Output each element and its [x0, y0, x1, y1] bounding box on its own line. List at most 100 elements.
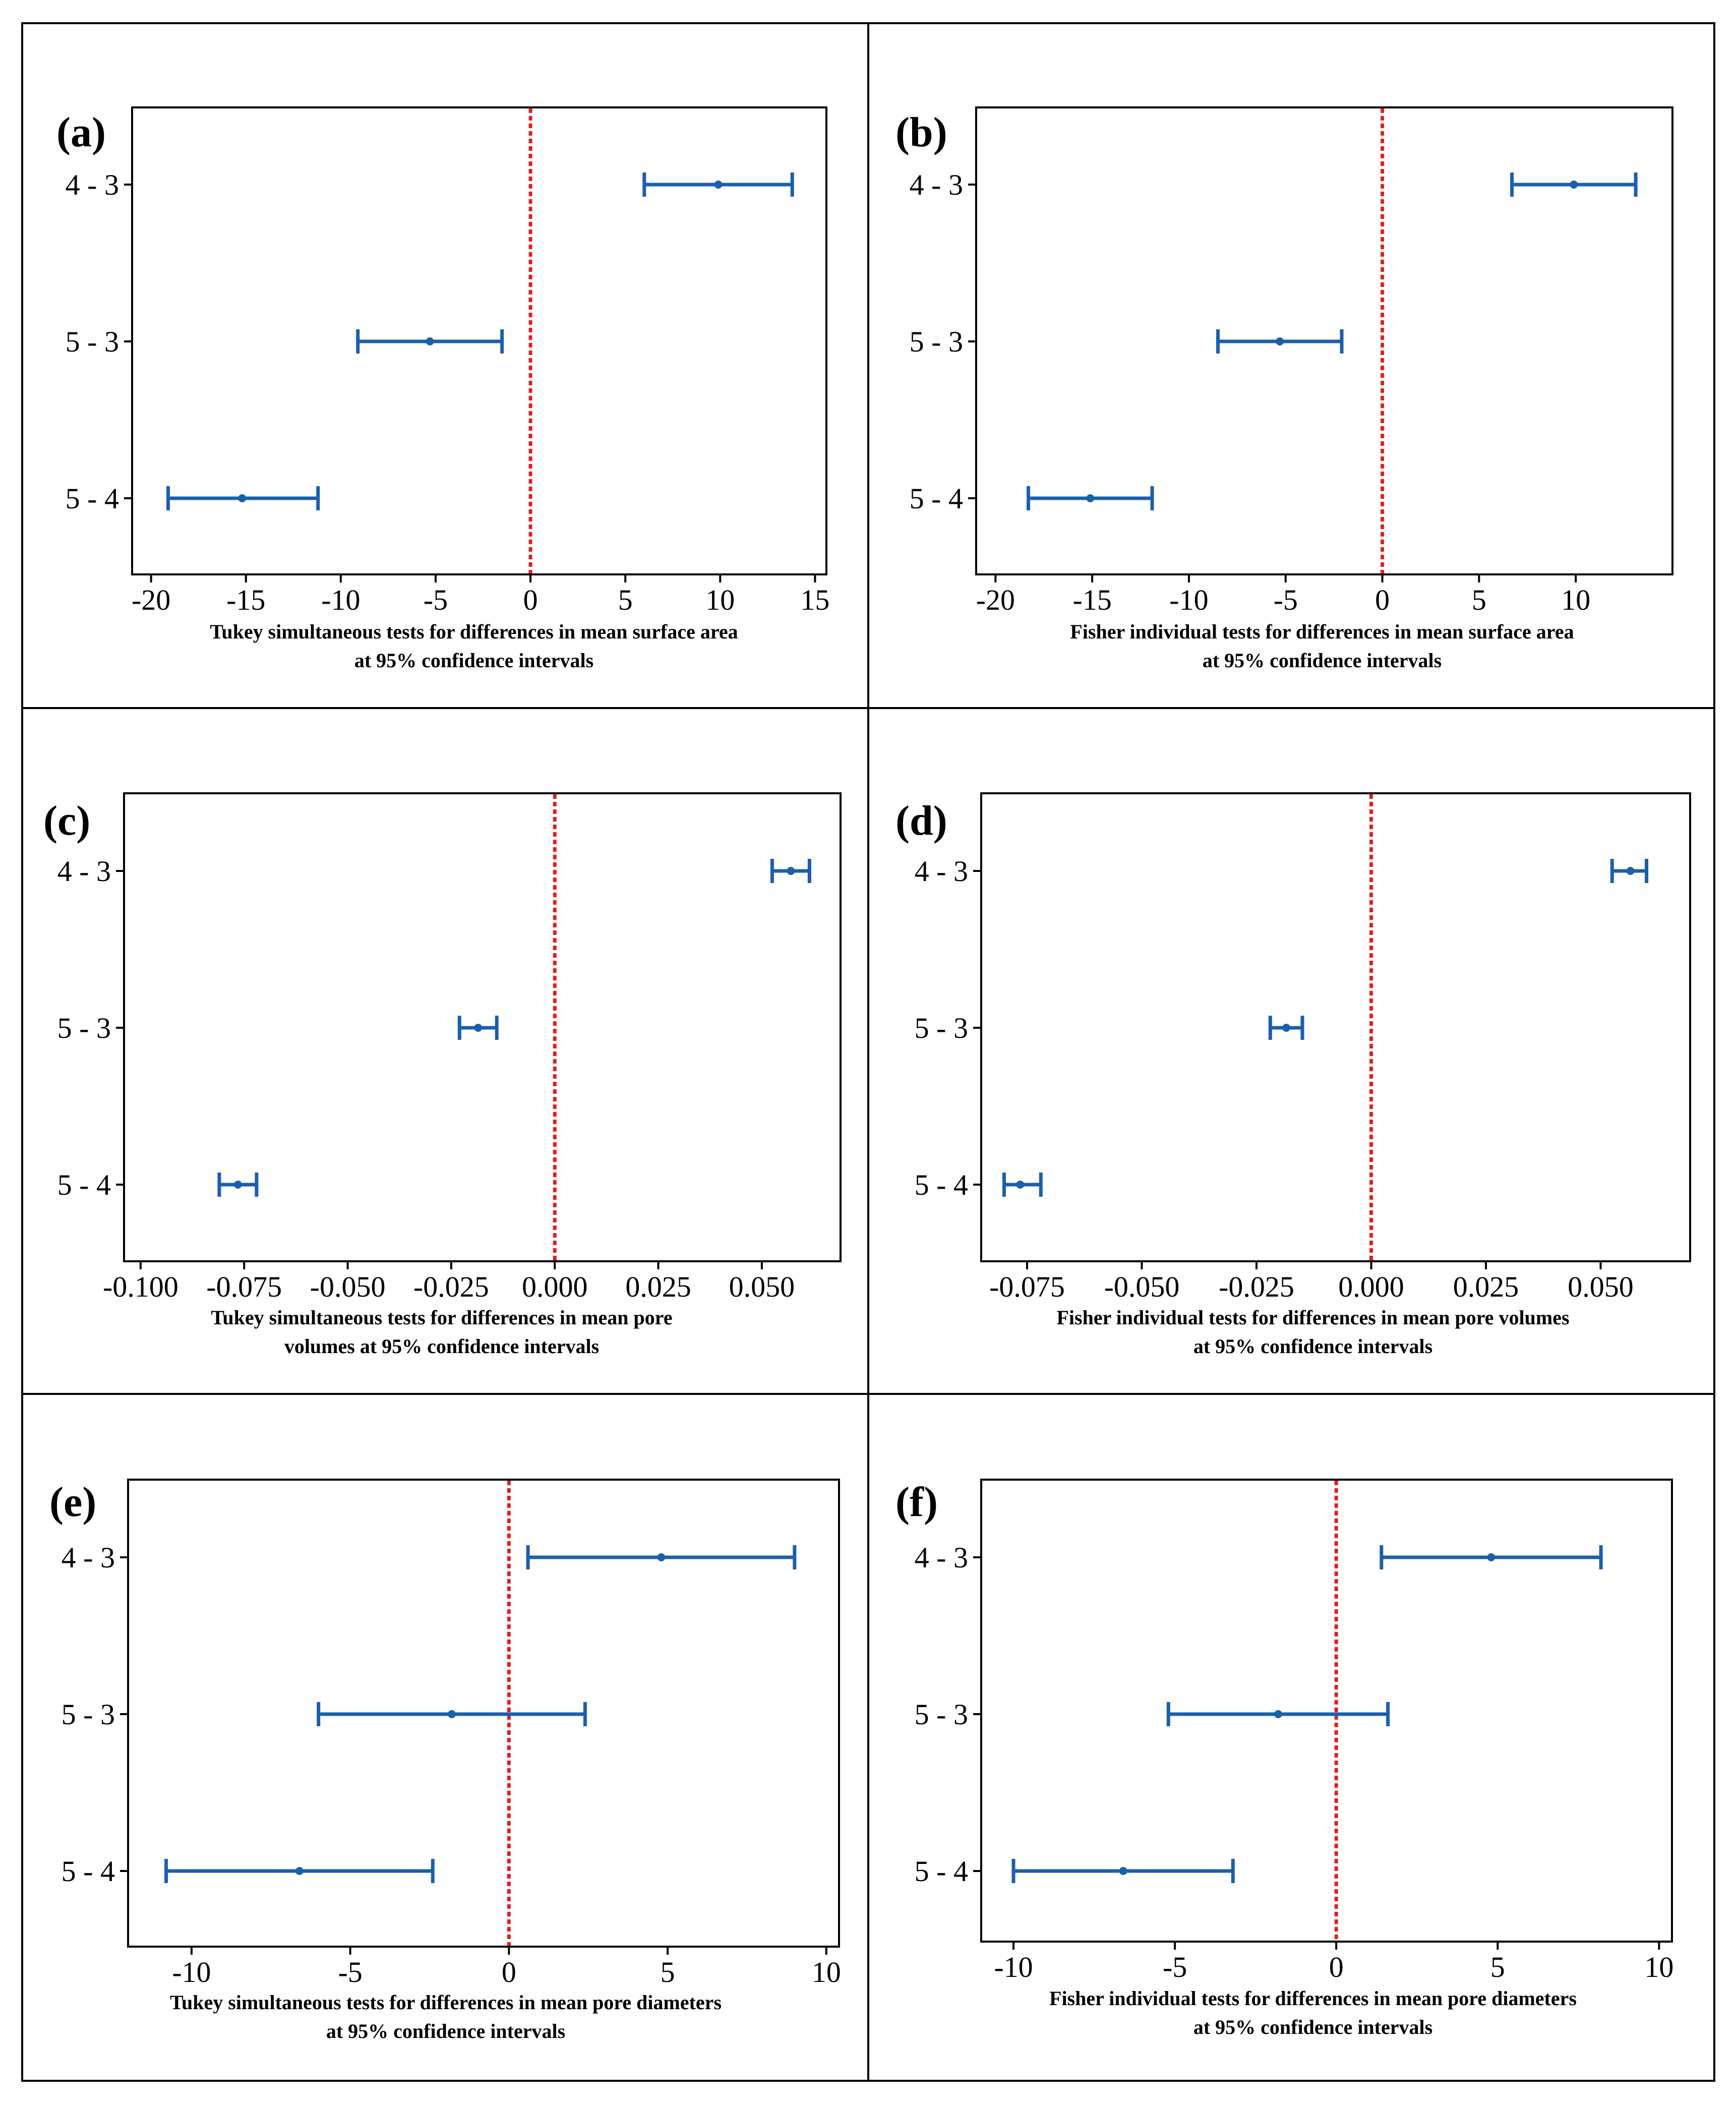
panel-c-ylabel-5-3: 5 - 3	[57, 1012, 111, 1044]
panel-f: (f) 4 - 3 5 - 3 5 - 4 Fisher individual …	[895, 1479, 1673, 2038]
panel-b-xtick-label-5: 5	[1472, 583, 1486, 616]
panel-f-ylabel-5-3: 5 - 3	[915, 1698, 968, 1731]
panel-b-caption-line-2: at 95% confidence intervals	[1203, 649, 1442, 672]
panel-f-plot-frame	[980, 1479, 1673, 1943]
panel-e-xtick-label-4: 10	[812, 1956, 841, 1988]
panel-f-caption-line-2: at 95% confidence intervals	[1193, 2016, 1432, 2038]
panel-b-caption-line-1: Fisher individual tests for differences …	[1070, 620, 1574, 643]
panel-d-xtick-label-2: -0.025	[1219, 1270, 1294, 1303]
panel-b-interval-0-estimate-point	[1570, 181, 1578, 189]
panel-f-ylabel-4-3: 4 - 3	[915, 1541, 968, 1574]
panel-e-xtick-label-0: -10	[172, 1956, 211, 1988]
panel-d-ylabel-5-4: 5 - 4	[915, 1168, 968, 1201]
panel-c-xtick-label-5: 0.025	[625, 1270, 691, 1303]
panel-c-xtick-label-6: 0.050	[729, 1270, 795, 1303]
panel-e-interval-2-estimate-point	[295, 1867, 304, 1875]
panel-d-interval-0-estimate-point	[1626, 867, 1635, 875]
panel-d-ylabel-5-3: 5 - 3	[915, 1012, 968, 1044]
panel-b-interval-2-estimate-point	[1086, 494, 1095, 502]
panel-d-xtick-label-5: 0.050	[1568, 1270, 1634, 1303]
panel-e-xtick-label-2: 0	[502, 1956, 516, 1988]
panel-d-label: (d)	[895, 797, 947, 844]
panel-c-xtick-label-2: -0.050	[310, 1270, 386, 1303]
panel-f-xtick-label-2: 0	[1329, 1951, 1344, 1983]
panel-a-ylabel-5-3: 5 - 3	[66, 325, 119, 358]
panel-a-xtick-label-1: -15	[226, 583, 265, 616]
panel-e-interval-1-estimate-point	[448, 1710, 456, 1718]
panel-b-xtick-label-0: -20	[976, 583, 1015, 616]
panel-c-interval-0-estimate-point	[787, 867, 795, 875]
panel-f-ylabel-5-4: 5 - 4	[915, 1855, 968, 1888]
panel-d-caption-line-1: Fisher individual tests for differences …	[1056, 1306, 1569, 1329]
panel-c-xtick-label-3: -0.025	[413, 1270, 489, 1303]
panel-a-xtick-label-3: -5	[424, 583, 448, 616]
panel-f-xtick-label-1: -5	[1163, 1951, 1187, 1983]
panel-c-xtick-label-4: 0.000	[522, 1270, 588, 1303]
panel-f-xtick-label-0: -10	[994, 1951, 1033, 1983]
panel-b-xtick-label-3: -5	[1274, 583, 1298, 616]
panel-a-caption-line-1: Tukey simultaneous tests for differences…	[210, 620, 738, 643]
panel-f-caption-line-1: Fisher individual tests for differences …	[1049, 1987, 1577, 2010]
panel-b-ylabel-5-4: 5 - 4	[910, 482, 963, 515]
panel-c: (c) 4 - 3 5 - 3 5 - 4 Tukey simultaneous…	[43, 792, 842, 1358]
panel-d-ylabel-4-3: 4 - 3	[915, 855, 968, 888]
panel-b-interval-1-estimate-point	[1276, 337, 1284, 345]
panel-f-interval-1-estimate-point	[1274, 1710, 1282, 1718]
panel-d-xtick-label-0: -0.075	[989, 1270, 1065, 1303]
panel-a-xtick-label-6: 10	[705, 583, 735, 616]
panel-b-xtick-label-6: 10	[1561, 583, 1590, 616]
panel-c-ylabel-4-3: 4 - 3	[57, 855, 111, 888]
panel-d-caption-line-2: at 95% confidence intervals	[1193, 1335, 1432, 1358]
panel-d-interval-1-estimate-point	[1282, 1024, 1291, 1032]
panel-c-caption-line-1: Tukey simultaneous tests for differences…	[211, 1306, 672, 1329]
panel-b: (b) 4 - 3 5 - 3 5 - 4 Fisher individual …	[895, 106, 1673, 672]
panel-c-xtick-label-1: -0.075	[206, 1270, 282, 1303]
panel-b-ylabel-4-3: 4 - 3	[910, 168, 963, 201]
panel-b-ylabel-5-3: 5 - 3	[910, 325, 963, 358]
panel-d-xtick-label-1: -0.050	[1104, 1270, 1180, 1303]
panel-c-xtick-label-0: -0.100	[103, 1270, 178, 1303]
panel-d: (d) 4 - 3 5 - 3 5 - 4 Fisher individual …	[895, 792, 1691, 1358]
panel-e-caption-line-1: Tukey simultaneous tests for differences…	[170, 1991, 722, 2014]
panel-e-interval-0-estimate-point	[657, 1553, 666, 1561]
panel-a-xtick-label-7: 15	[800, 583, 829, 616]
panel-d-xtick-label-3: 0.000	[1338, 1270, 1404, 1303]
panel-c-interval-1-estimate-point	[474, 1024, 483, 1032]
panel-f-label: (f)	[895, 1479, 938, 1526]
panel-a-interval-1-estimate-point	[426, 337, 434, 345]
panel-b-xtick-label-1: -15	[1073, 583, 1112, 616]
panel-a-caption-line-2: at 95% confidence intervals	[354, 649, 593, 672]
panel-a-ylabel-4-3: 4 - 3	[66, 168, 119, 201]
panel-c-ylabel-5-4: 5 - 4	[57, 1168, 111, 1201]
panel-c-interval-2-estimate-point	[233, 1181, 242, 1189]
panel-b-xtick-label-2: -10	[1169, 583, 1208, 616]
panel-a-xtick-label-5: 5	[618, 583, 633, 616]
panel-e-label: (e)	[49, 1479, 96, 1526]
panel-f-interval-2-estimate-point	[1119, 1867, 1127, 1875]
panel-d-interval-2-estimate-point	[1016, 1181, 1025, 1189]
panel-e-xtick-label-3: 5	[661, 1956, 675, 1988]
panel-c-caption-line-2: volumes at 95% confidence intervals	[284, 1335, 599, 1358]
panel-f-xtick-label-4: 10	[1644, 1951, 1673, 1983]
panel-f-xtick-label-3: 5	[1490, 1951, 1505, 1983]
panel-a-interval-2-estimate-point	[238, 494, 247, 502]
panel-f-interval-0-estimate-point	[1487, 1553, 1495, 1561]
panel-a-xtick-label-0: -20	[132, 583, 170, 616]
panel-a-xtick-label-4: 0	[523, 583, 538, 616]
panel-d-xtick-label-4: 0.025	[1453, 1270, 1519, 1303]
panel-e-ylabel-5-4: 5 - 4	[62, 1855, 115, 1888]
panel-a-ylabel-5-4: 5 - 4	[66, 482, 119, 515]
panel-a: (a) 4 - 3 5 - 3 5 - 4 Tukey simultaneous…	[56, 106, 827, 672]
panel-a-label: (a)	[56, 109, 106, 156]
panel-e-ylabel-4-3: 4 - 3	[62, 1541, 115, 1574]
panel-b-label: (b)	[895, 109, 947, 156]
panel-a-xtick-label-2: -10	[321, 583, 360, 616]
panel-e-caption-line-2: at 95% confidence intervals	[326, 2020, 565, 2042]
panel-e-ylabel-5-3: 5 - 3	[62, 1698, 115, 1731]
panel-e: (e) 4 - 3 5 - 3 5 - 4 Tukey simultaneous…	[49, 1479, 840, 2042]
panel-b-xtick-label-4: 0	[1375, 583, 1390, 616]
panel-a-interval-0-estimate-point	[714, 181, 723, 189]
panel-c-label: (c)	[43, 797, 90, 844]
panel-e-xtick-label-1: -5	[338, 1956, 362, 1988]
